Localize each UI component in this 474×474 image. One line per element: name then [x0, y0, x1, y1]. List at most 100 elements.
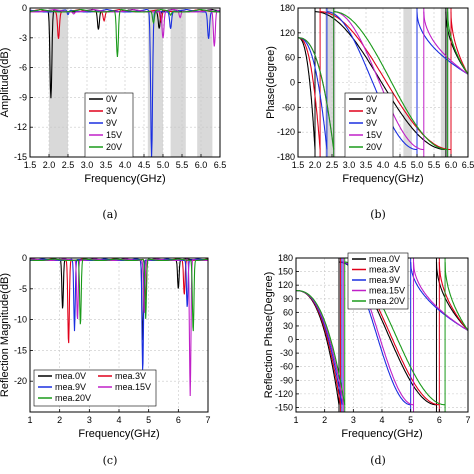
legend-label: 9V — [366, 118, 377, 128]
legend-label: mea.0V — [55, 371, 86, 381]
y-tick-label: -15 — [14, 152, 27, 162]
shaded-band — [440, 8, 450, 157]
legend-box — [33, 369, 157, 407]
shaded-band — [147, 8, 163, 157]
x-tick-label: 2 — [57, 415, 62, 425]
panel-caption: (d) — [370, 454, 386, 467]
series-line — [423, 11, 468, 75]
y-tick-label: 180 — [280, 3, 295, 13]
legend: 0V 3V 9V 15V 20V — [84, 92, 134, 158]
legend-label: mea.3V — [369, 265, 400, 275]
x-tick-label: 5.0 — [411, 160, 424, 170]
series-line — [298, 37, 316, 150]
legend-label: mea.15V — [115, 382, 151, 392]
y-tick-label: -15 — [14, 345, 27, 355]
y-tick-label: 0 — [22, 3, 27, 13]
legend-label: mea.9V — [55, 382, 86, 392]
legend-label: mea.20V — [369, 296, 405, 306]
x-tick-label: 1.5 — [292, 160, 305, 170]
x-tick-label: 6.5 — [462, 160, 474, 170]
series-line — [416, 11, 468, 75]
y-tick-label: -6 — [19, 63, 27, 73]
y-axis-label: Reflection Magnitude(dB) — [0, 273, 11, 397]
y-tick-label: -60 — [282, 102, 295, 112]
y-axis-label: Reflection Phase(Degree) — [263, 272, 275, 399]
y-tick-label: -12 — [14, 122, 27, 132]
shaded-band — [49, 8, 68, 157]
series-line — [444, 262, 468, 331]
legend-box — [84, 92, 134, 158]
y-tick-label: 0 — [288, 335, 293, 345]
legend-label: mea.15V — [369, 286, 405, 296]
y-tick-label: -60 — [280, 362, 293, 372]
legend-label: 0V — [366, 94, 377, 104]
x-tick-label: 3.0 — [343, 160, 356, 170]
y-tick-label: 180 — [278, 253, 293, 263]
y-tick-label: 120 — [280, 28, 295, 38]
x-tick-label: 5 — [408, 415, 413, 425]
legend-label: 20V — [366, 142, 382, 152]
x-tick-label: 4.5 — [138, 160, 151, 170]
legend-label: mea.20V — [55, 393, 91, 403]
y-axis-label: Amplitude(dB) — [0, 48, 11, 118]
legend: 0V 3V 9V 15V 20V — [344, 92, 394, 158]
x-tick-label: 2.0 — [309, 160, 322, 170]
y-axis-label: Phase(degree) — [265, 46, 277, 119]
series-line — [333, 11, 424, 151]
y-tick-label: -120 — [277, 127, 295, 137]
x-axis-label: Frequency(GHz) — [342, 173, 423, 185]
y-tick-label: -90 — [280, 375, 293, 385]
y-tick-label: 150 — [278, 267, 293, 277]
x-tick-label: 4.0 — [119, 160, 132, 170]
shaded-band — [197, 8, 213, 157]
x-tick-label: 1.5 — [24, 160, 37, 170]
legend-label: mea.0V — [369, 254, 400, 264]
x-tick-label: 6.0 — [445, 160, 458, 170]
x-axis-label: Frequency(GHz) — [78, 428, 159, 440]
legend-label: mea.3V — [115, 371, 146, 381]
y-tick-label: -5 — [19, 284, 27, 294]
series-group — [30, 8, 220, 157]
panel-caption: (c) — [103, 454, 118, 467]
x-tick-label: 2.5 — [62, 160, 75, 170]
x-tick-label: 2.5 — [326, 160, 339, 170]
series-line — [296, 290, 346, 405]
legend-label: 3V — [106, 106, 117, 116]
y-tick-label: 0 — [22, 253, 27, 263]
series-group — [298, 8, 468, 157]
series-line — [298, 37, 335, 150]
x-tick-label: 4.0 — [377, 160, 390, 170]
x-tick-label: 3.0 — [81, 160, 94, 170]
y-tick-label: -30 — [280, 348, 293, 358]
y-tick-label: 120 — [278, 280, 293, 290]
panel-caption: (a) — [102, 208, 117, 221]
x-tick-label: 1 — [27, 415, 32, 425]
y-tick-label: -150 — [275, 402, 293, 412]
y-tick-label: -9 — [19, 92, 27, 102]
legend-label: 9V — [106, 118, 117, 128]
y-tick-label: -3 — [19, 33, 27, 43]
x-tick-label: 3 — [351, 415, 356, 425]
panel-caption: (b) — [370, 208, 386, 221]
y-tick-label: -10 — [14, 315, 27, 325]
x-tick-label: 6.0 — [195, 160, 208, 170]
x-tick-label: 6 — [176, 415, 181, 425]
series-line — [438, 262, 468, 331]
x-tick-label: 4 — [116, 415, 121, 425]
x-tick-label: 5.5 — [428, 160, 441, 170]
series-line — [298, 37, 328, 150]
x-tick-label: 5 — [146, 415, 151, 425]
x-tick-label: 3.5 — [360, 160, 373, 170]
series-line — [326, 11, 417, 151]
y-tick-label: 60 — [285, 53, 295, 63]
series-group — [296, 258, 468, 412]
series-group — [30, 258, 208, 397]
legend-label: 20V — [106, 142, 122, 152]
legend-label: 0V — [106, 94, 117, 104]
x-tick-label: 3 — [87, 415, 92, 425]
y-tick-label: 0 — [290, 78, 295, 88]
legend-label: 15V — [366, 130, 382, 140]
y-tick-label: -20 — [14, 376, 27, 386]
